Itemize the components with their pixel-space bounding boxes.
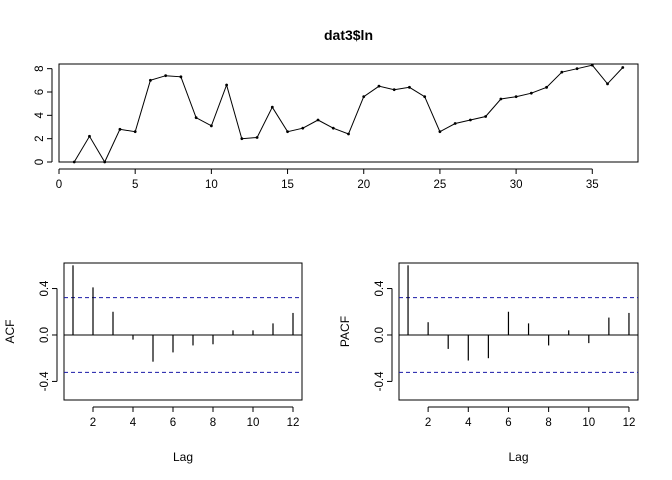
pacf-x-tick-label: 8 xyxy=(545,417,551,429)
acf-x-tick-label: 6 xyxy=(170,417,176,429)
pacf-x-tick-label: 6 xyxy=(505,417,511,429)
series-point xyxy=(590,63,594,67)
pacf-y-tick-label: 0.4 xyxy=(374,280,386,297)
series-point xyxy=(408,85,411,89)
series-x-tick-label: 10 xyxy=(205,179,218,191)
pacf-y-axis-title: PACF xyxy=(338,316,352,347)
series-point xyxy=(362,95,366,99)
pacf-x-axis-title: Lag xyxy=(508,450,528,464)
series-point xyxy=(88,134,91,138)
series-point xyxy=(179,75,183,79)
series-point xyxy=(133,130,137,134)
acf-x-tick-label: 8 xyxy=(210,417,216,429)
acf-x-tick-label: 2 xyxy=(90,417,96,429)
series-point xyxy=(575,67,579,71)
series-point xyxy=(118,127,122,131)
series-point xyxy=(438,130,442,134)
acf-x-axis-title: Lag xyxy=(173,450,193,464)
series-title: dat3$ln xyxy=(324,27,373,43)
series-point xyxy=(270,105,274,109)
series-point xyxy=(103,160,107,164)
series-point xyxy=(453,122,457,125)
series-point xyxy=(164,74,168,78)
series-y-tick-label: 4 xyxy=(34,112,46,119)
acf-panel: 2 4 6 8 10 12 -0.4 0.0 0.4 Lag ACF xyxy=(3,262,303,464)
series-x-tick-label: 5 xyxy=(132,179,138,191)
series-point xyxy=(149,78,152,82)
series-point xyxy=(468,118,472,122)
acf-x-tick-label: 4 xyxy=(130,417,137,429)
series-x-tick-label: 35 xyxy=(586,179,599,191)
series-point xyxy=(560,70,564,74)
acf-y-tick-label: -0.4 xyxy=(39,371,51,391)
series-point xyxy=(529,91,533,95)
acf-plot-frame xyxy=(63,262,303,401)
series-point xyxy=(377,84,381,88)
series-y-tick-label: 6 xyxy=(34,89,46,95)
series-point xyxy=(621,66,625,69)
series-point xyxy=(331,126,335,130)
series-y-tick-label: 8 xyxy=(34,65,46,71)
series-panel: 0 5 10 15 20 25 30 35 0 2 4 6 8 dat3$ln xyxy=(34,27,639,191)
series-point xyxy=(316,118,320,122)
series-point xyxy=(194,116,198,120)
series-point xyxy=(225,83,229,87)
series-y-tick-label: 0 xyxy=(34,159,46,165)
series-x-tick-label: 25 xyxy=(434,179,447,191)
pacf-plot-frame xyxy=(398,262,639,401)
pacf-y-tick-label: -0.4 xyxy=(374,371,386,391)
series-point xyxy=(392,88,396,92)
pacf-y-tick-label: 0.0 xyxy=(374,327,386,343)
series-x-tick-label: 30 xyxy=(510,179,523,191)
pacf-panel: 2 4 6 8 10 12 -0.4 0.0 0.4 Lag PACF xyxy=(338,262,639,464)
series-x-tick-label: 0 xyxy=(56,179,62,191)
series-x-tick-label: 15 xyxy=(281,179,294,191)
acf-x-tick-label: 12 xyxy=(287,417,300,429)
series-point xyxy=(72,160,76,164)
series-point xyxy=(301,126,305,130)
series-point xyxy=(240,137,244,141)
series-point xyxy=(209,124,213,128)
series-point xyxy=(545,85,548,89)
series-point xyxy=(606,82,609,86)
series-point xyxy=(286,130,289,134)
series-point xyxy=(423,95,427,99)
acf-y-tick-label: 0.4 xyxy=(39,280,51,297)
pacf-x-tick-label: 12 xyxy=(623,417,636,429)
series-point xyxy=(255,136,259,139)
pacf-x-tick-label: 10 xyxy=(582,417,595,429)
series-plot-frame xyxy=(58,63,639,163)
series-point xyxy=(499,97,503,101)
series-point xyxy=(484,115,488,118)
series-y-tick-label: 2 xyxy=(34,135,46,141)
series-point xyxy=(347,132,350,136)
series-point xyxy=(514,95,518,99)
acf-x-tick-label: 10 xyxy=(247,417,260,429)
pacf-x-tick-label: 4 xyxy=(465,417,472,429)
acf-y-tick-label: 0.0 xyxy=(39,327,51,343)
acf-y-axis-title: ACF xyxy=(3,320,17,344)
series-x-tick-label: 20 xyxy=(357,179,370,191)
pacf-x-tick-label: 2 xyxy=(425,417,431,429)
